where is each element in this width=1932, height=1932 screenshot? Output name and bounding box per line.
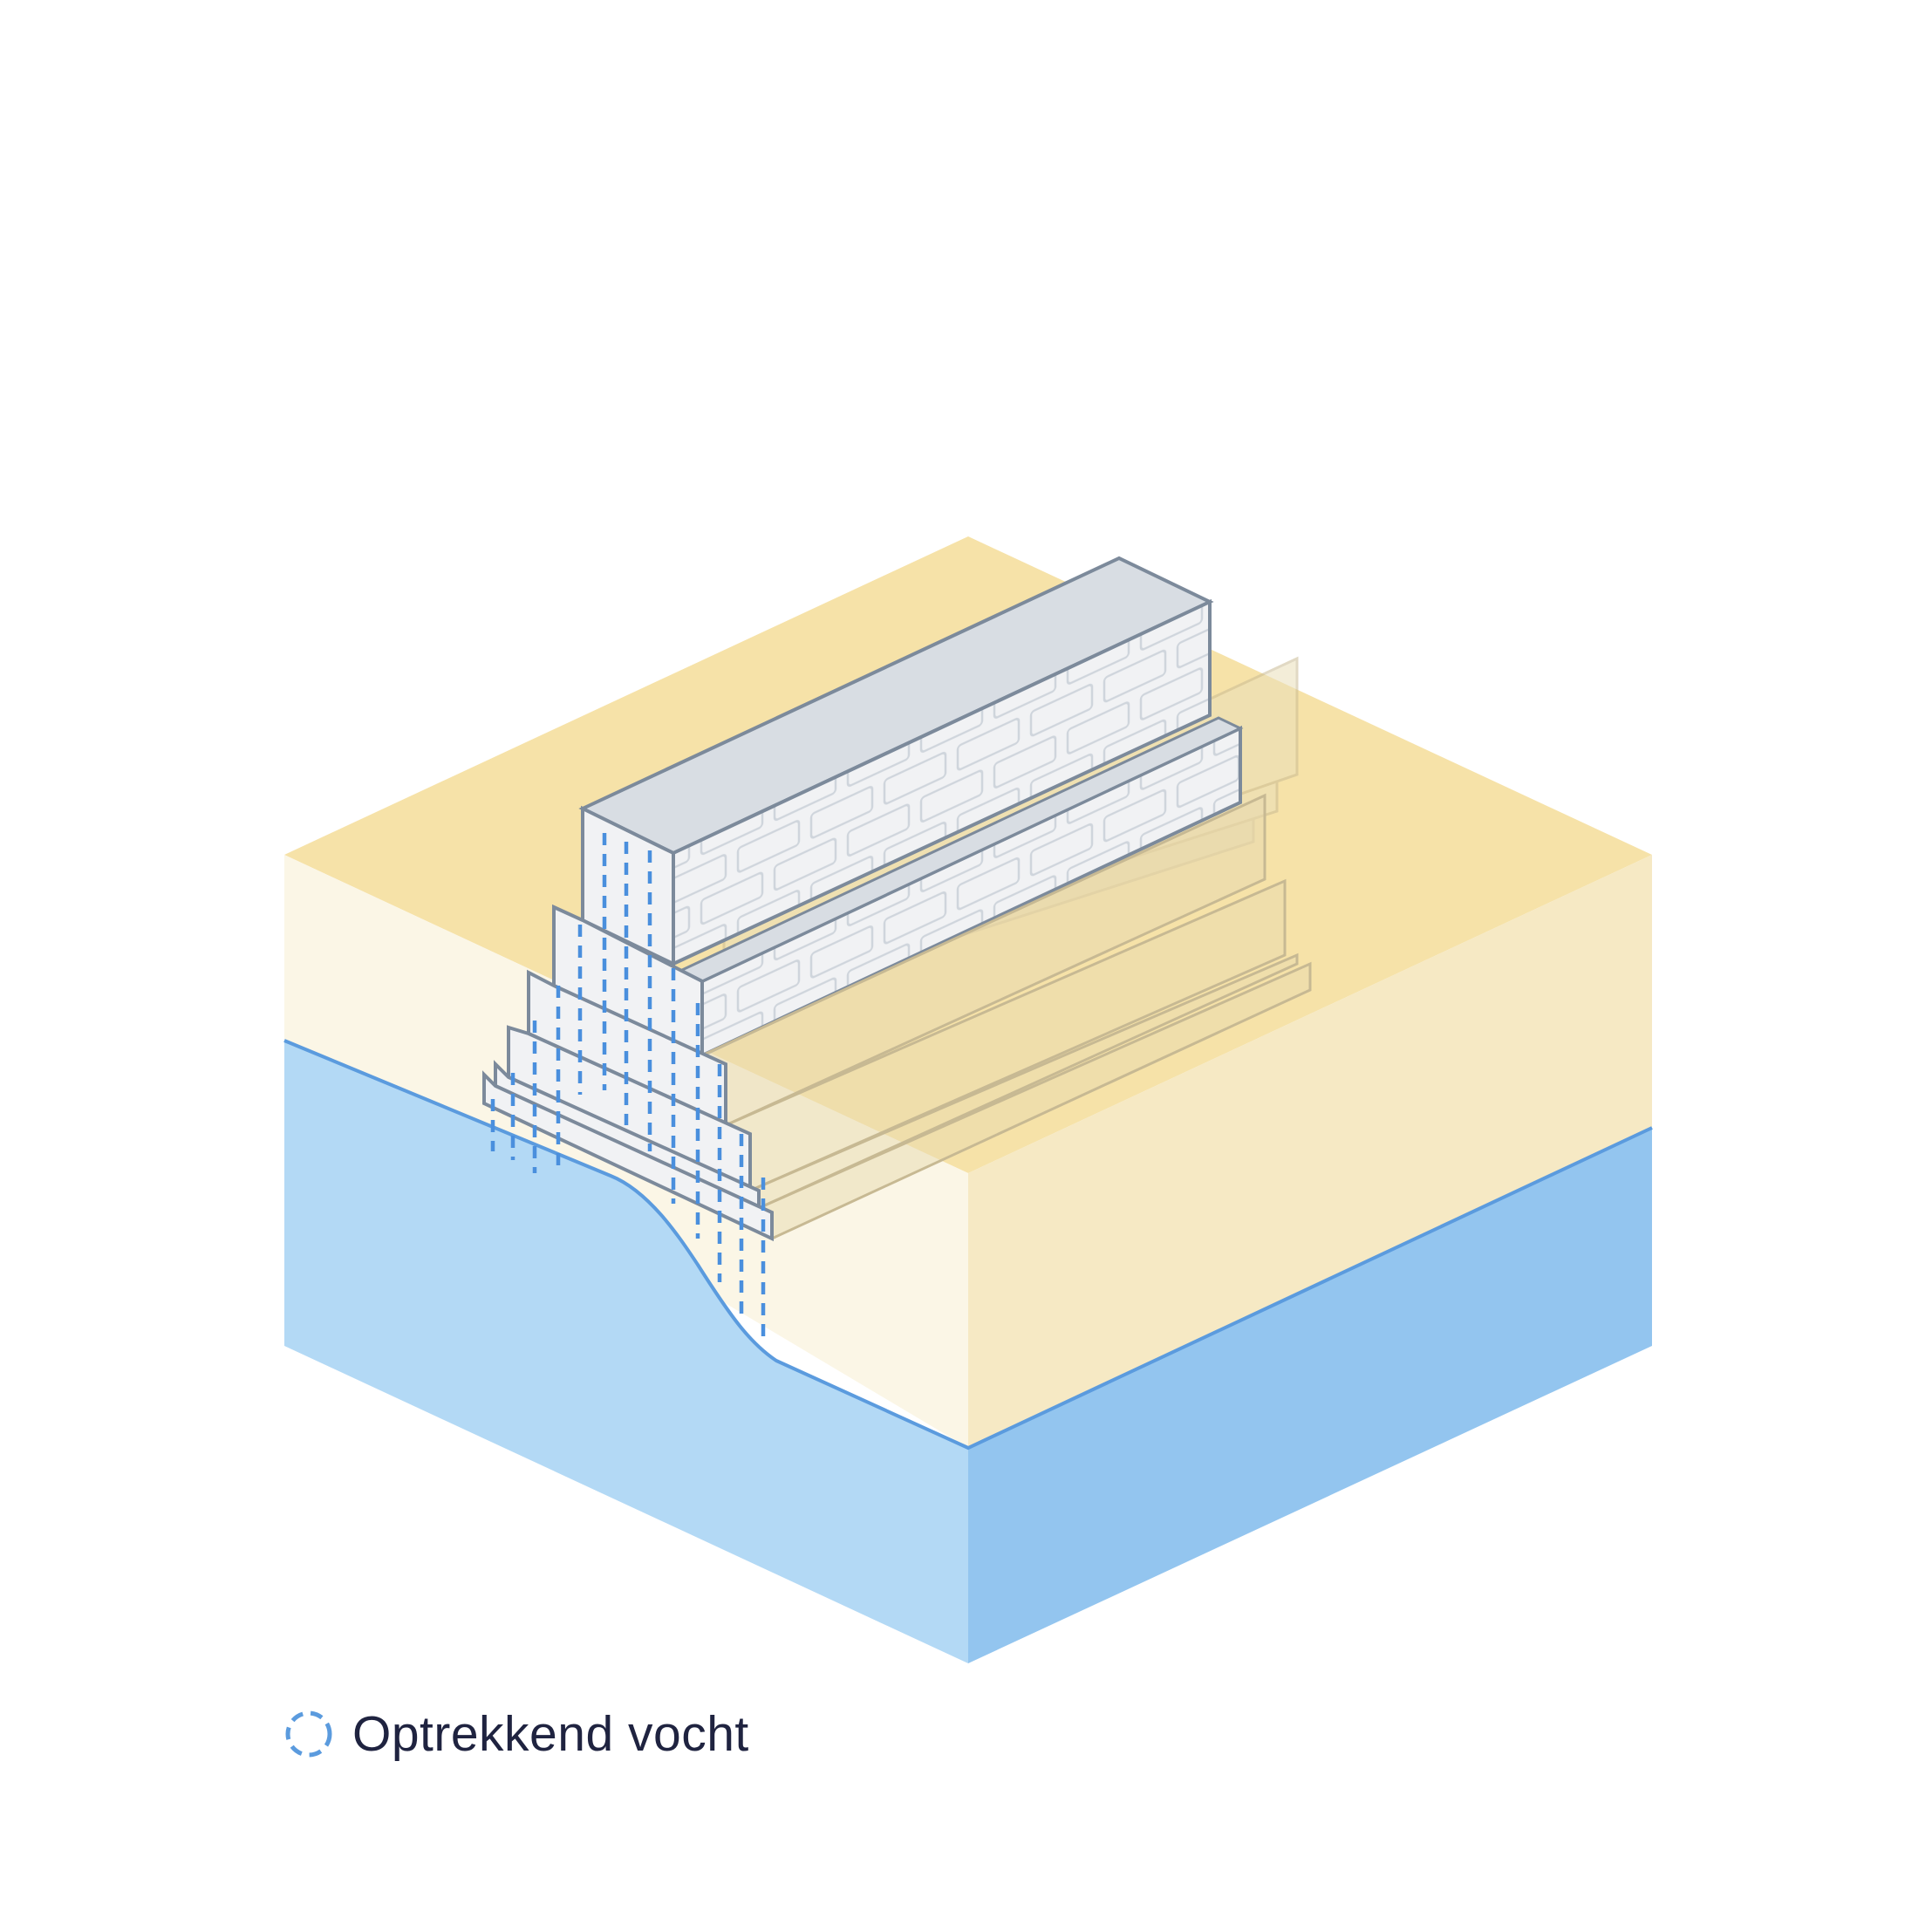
groundwater-left-face <box>284 1041 968 1663</box>
groundwater-line <box>283 1039 1653 1451</box>
sand-right-face <box>968 855 1652 1448</box>
foundation-front-face <box>507 1025 752 1194</box>
legend-label: Optrekkend vocht <box>352 1706 749 1762</box>
brick-wall <box>482 556 1312 1343</box>
foundation-front-face <box>527 969 727 1129</box>
wall-step-front-face <box>552 904 704 1059</box>
foundation-front-face <box>482 1070 774 1242</box>
foundation-front-face <box>494 1060 761 1212</box>
rising-damp-lines <box>490 833 766 1343</box>
legend: Optrekkend vocht <box>284 1706 749 1762</box>
dashed-circle-icon <box>285 1710 332 1758</box>
groundwater-right-face <box>968 1128 1652 1663</box>
